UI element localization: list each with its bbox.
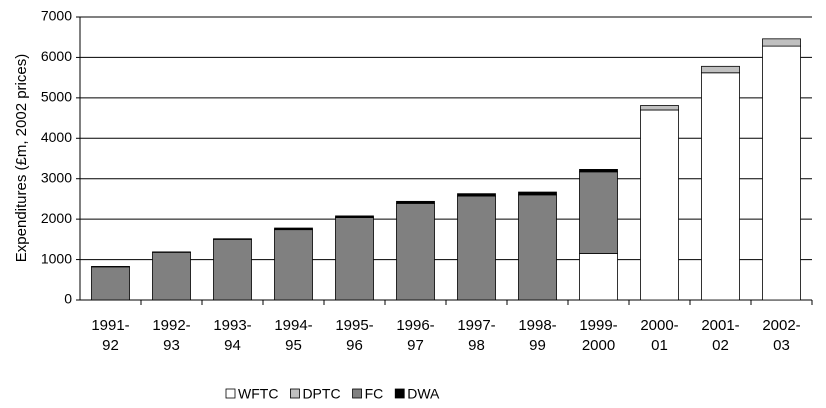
legend-swatch [352, 388, 362, 399]
y-tick-label: 5000 [41, 89, 72, 105]
bar-segment [152, 251, 191, 301]
bar-segment [274, 229, 313, 301]
y-tick-label: 1000 [41, 250, 72, 266]
x-tick-label: 1997- 98 [457, 317, 496, 354]
y-tick-label: 7000 [41, 8, 72, 24]
bar-segment [91, 266, 130, 301]
legend-swatch [394, 388, 405, 399]
y-tick-label: 3000 [41, 169, 72, 185]
x-tick-label: 1998- 99 [518, 317, 557, 354]
bar-segment [762, 45, 801, 301]
x-tick-label: 2001- 02 [701, 317, 740, 354]
bar-segment [701, 65, 740, 74]
legend-swatch [290, 388, 300, 399]
bar-segment [579, 253, 618, 301]
legend-label: DWA [407, 386, 440, 402]
bar-segment [518, 194, 557, 301]
bar-segment [579, 169, 618, 173]
bar-segment [213, 238, 252, 240]
bar-segment [579, 171, 618, 254]
x-tick-label: 2000- 01 [640, 317, 679, 354]
x-tick-label: 2002- 03 [762, 317, 801, 354]
bar-segment [213, 238, 252, 301]
bar-segment [640, 105, 679, 111]
bar-segment [457, 193, 496, 197]
legend-label: FC [365, 386, 384, 402]
x-tick-label: 1995- 96 [335, 317, 374, 354]
bar-segment [640, 109, 679, 301]
bar-segment [396, 202, 435, 301]
y-tick-label: 0 [64, 291, 72, 307]
x-tick-label: 1991- 92 [91, 317, 130, 354]
x-tick-label: 1992- 93 [152, 317, 191, 354]
x-tick-label: 1996- 97 [396, 317, 435, 354]
bar-segment [701, 72, 740, 301]
legend-swatch [225, 388, 236, 399]
y-axis-title: Expenditures (£m, 2002 prices) [13, 54, 30, 262]
x-tick-label: 1999- 2000 [579, 317, 618, 354]
y-tick-label: 6000 [41, 48, 72, 64]
x-tick-label: 1993- 94 [213, 317, 252, 354]
bar-segment [457, 195, 496, 301]
bar-segment [396, 200, 435, 204]
bar-segment [518, 191, 557, 196]
bar-segment [335, 215, 374, 218]
y-tick-label: 4000 [41, 129, 72, 145]
y-tick-label: 2000 [41, 210, 72, 226]
bar-segment [762, 38, 801, 47]
bar-segment [335, 217, 374, 301]
legend-label: WFTC [238, 386, 278, 402]
legend-label: DPTC [302, 386, 340, 402]
x-tick-label: 1994- 95 [274, 317, 313, 354]
bar-segment [274, 227, 313, 231]
